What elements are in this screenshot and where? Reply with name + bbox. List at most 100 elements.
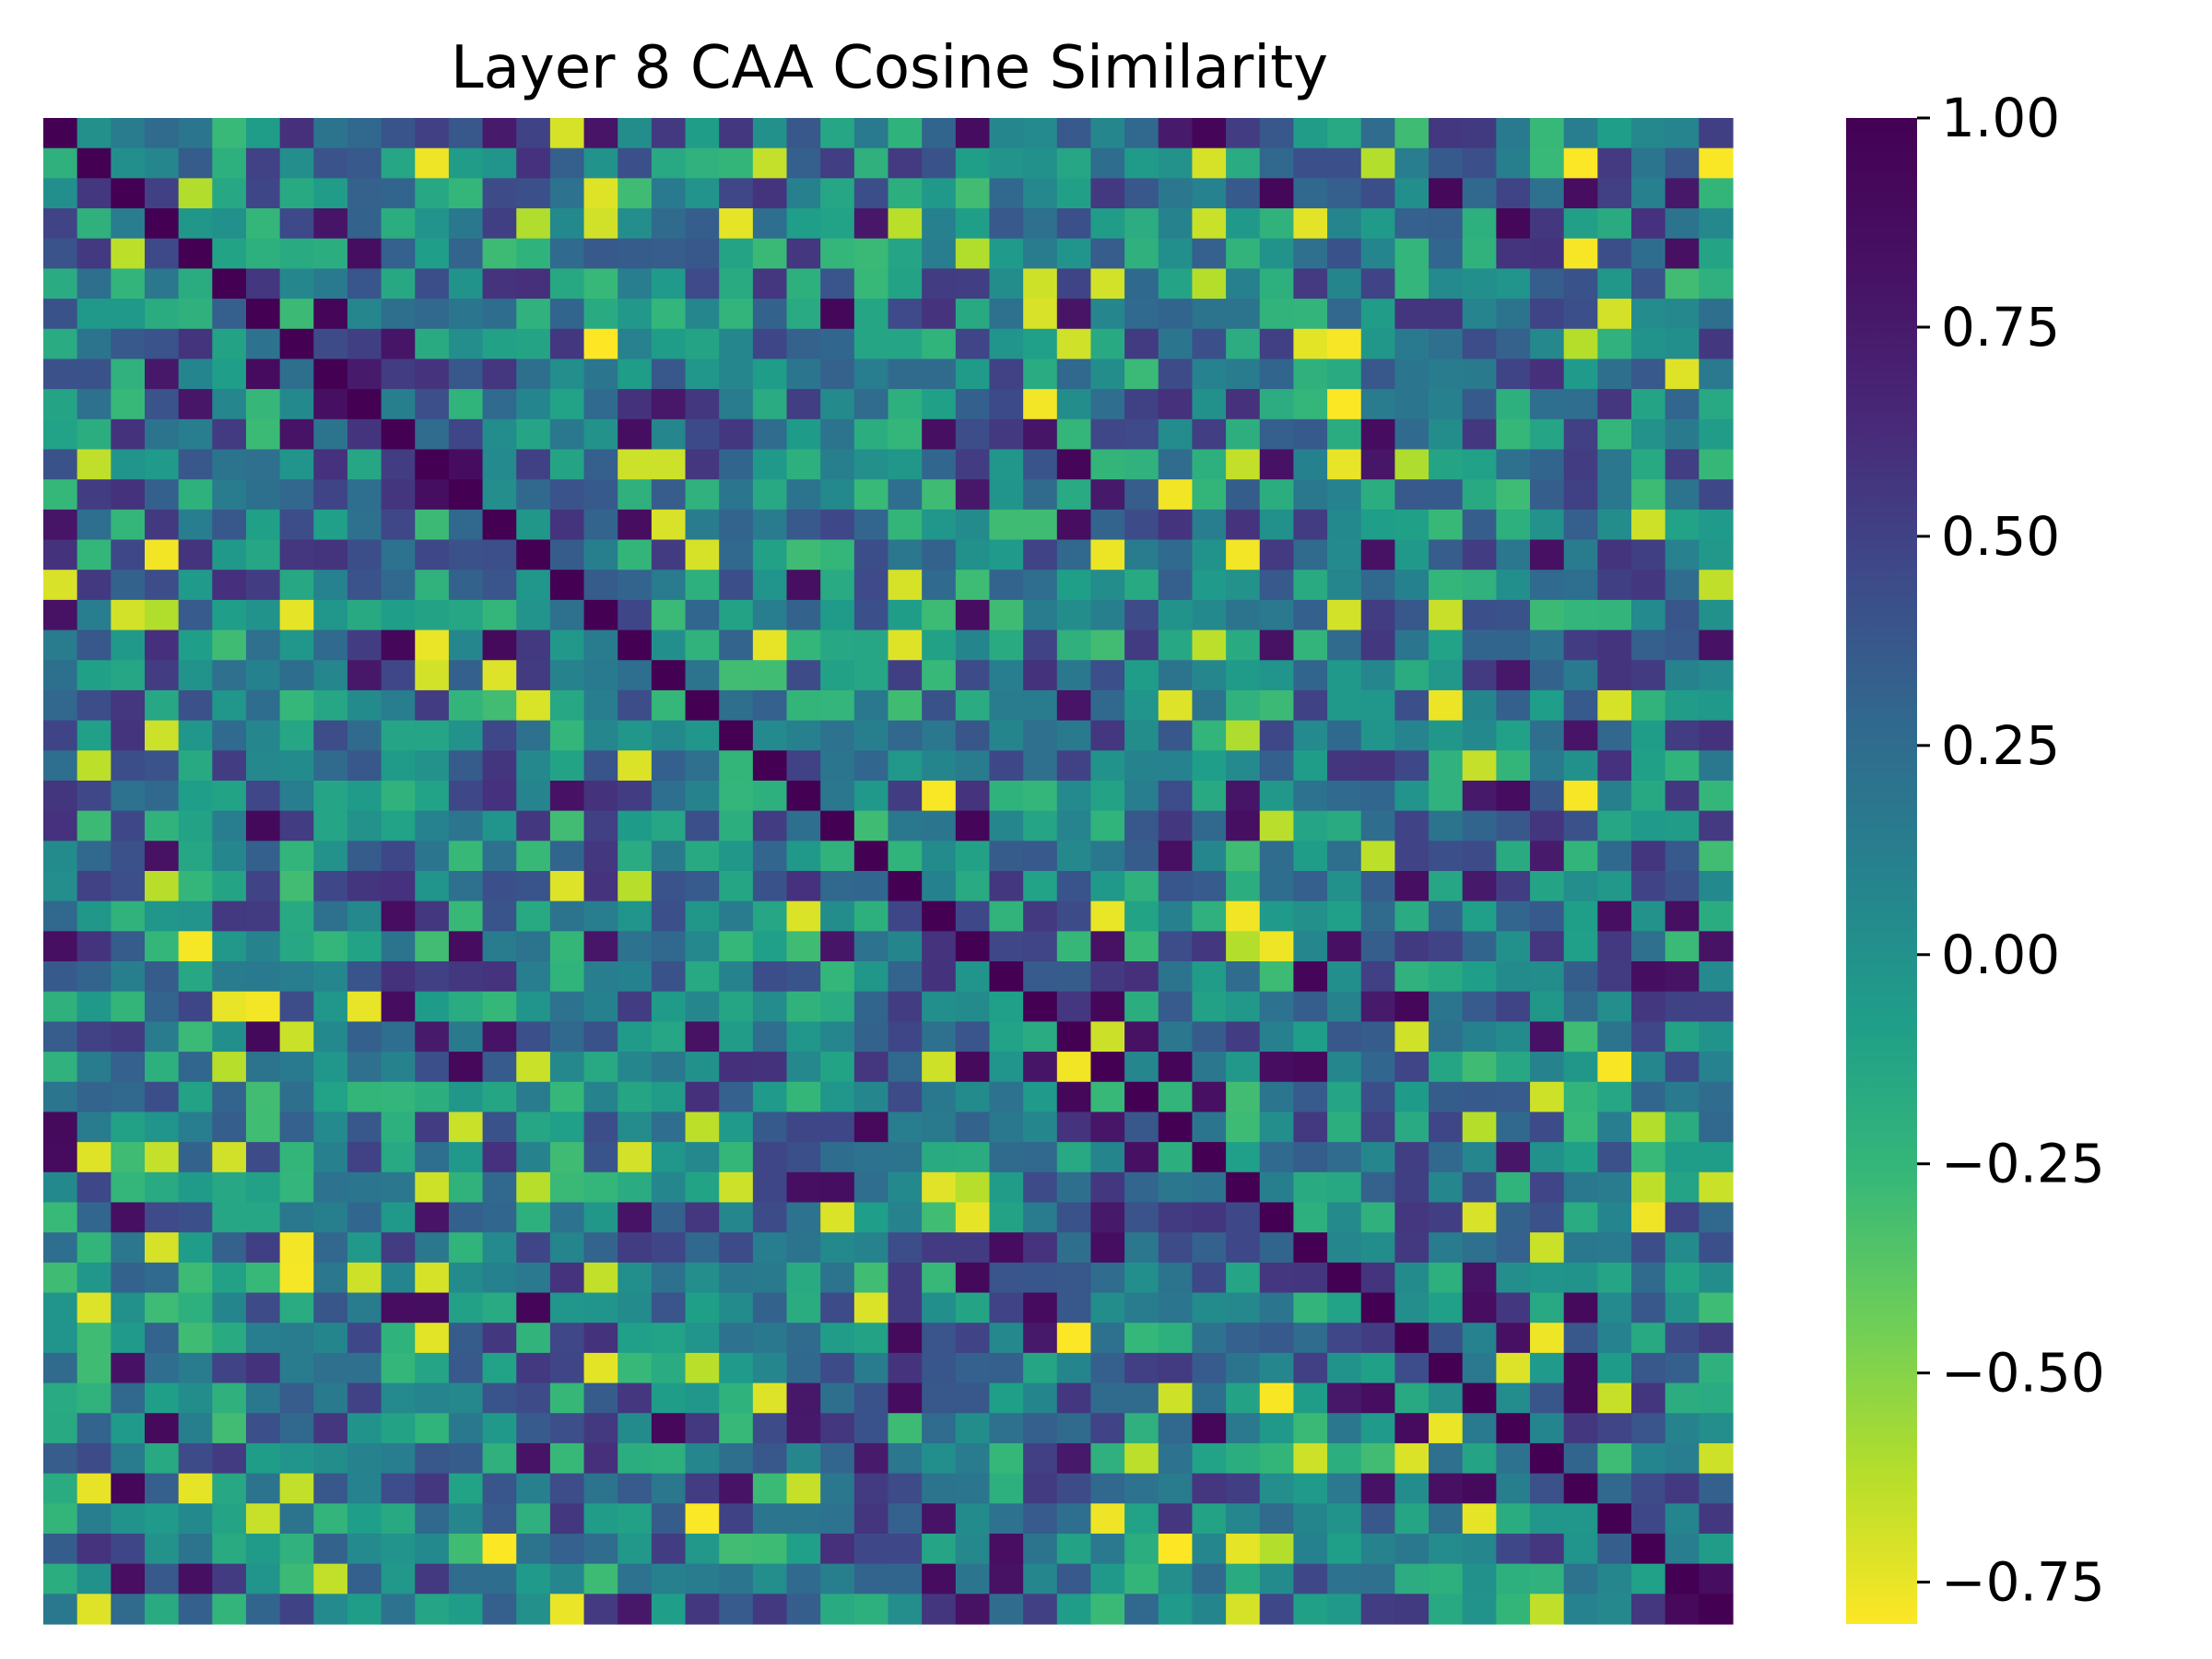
heatmap-cell xyxy=(549,689,585,722)
heatmap-cell xyxy=(1530,1292,1565,1324)
heatmap-cell xyxy=(1631,660,1666,691)
heatmap-cell xyxy=(888,841,923,872)
heatmap-cell xyxy=(618,1442,653,1475)
heatmap-cell xyxy=(482,841,517,872)
heatmap-cell xyxy=(1090,147,1125,179)
heatmap-cell xyxy=(1394,1021,1430,1053)
heatmap-cell xyxy=(989,750,1024,782)
heatmap-cell xyxy=(1327,1112,1362,1143)
heatmap-cell xyxy=(1090,238,1125,269)
heatmap-cell xyxy=(1699,871,1734,902)
heatmap-cell xyxy=(618,841,653,872)
heatmap-cell xyxy=(618,780,653,812)
heatmap-cell xyxy=(178,1021,213,1053)
heatmap-cell xyxy=(482,1171,517,1204)
heatmap-cell xyxy=(1462,689,1497,722)
heatmap-cell xyxy=(448,389,484,420)
heatmap-cell xyxy=(955,299,991,330)
heatmap-cell xyxy=(989,629,1024,661)
heatmap-cell xyxy=(1192,1052,1227,1083)
heatmap-cell xyxy=(1023,1262,1058,1294)
heatmap-cell xyxy=(516,570,551,601)
heatmap-cell xyxy=(820,1503,855,1535)
heatmap-cell xyxy=(888,810,923,841)
heatmap-cell xyxy=(76,1142,112,1173)
heatmap-cell xyxy=(1023,118,1058,149)
heatmap-cell xyxy=(1327,871,1362,902)
heatmap-cell xyxy=(245,1021,281,1053)
heatmap-cell xyxy=(1665,1142,1700,1173)
heatmap-cell xyxy=(1429,1563,1464,1594)
heatmap-cell xyxy=(888,961,923,993)
heatmap-cell xyxy=(178,1442,213,1475)
heatmap-cell xyxy=(583,418,618,451)
heatmap-cell xyxy=(482,689,517,722)
heatmap-cell xyxy=(583,509,618,541)
heatmap-cell xyxy=(111,1413,146,1444)
heatmap-cell xyxy=(752,1202,788,1233)
heatmap-cell xyxy=(685,1052,720,1083)
heatmap-cell xyxy=(144,1112,180,1143)
heatmap-cell xyxy=(178,871,213,902)
heatmap-cell xyxy=(76,689,112,722)
heatmap-cell xyxy=(1631,1081,1666,1113)
heatmap-cell xyxy=(1665,570,1700,601)
heatmap-cell xyxy=(482,900,517,932)
heatmap-cell xyxy=(583,1382,618,1414)
heatmap-cell xyxy=(76,118,112,149)
heatmap-cell xyxy=(1462,268,1497,300)
heatmap-cell xyxy=(989,1442,1024,1475)
heatmap-cell xyxy=(719,449,754,480)
heatmap-cell xyxy=(415,299,450,330)
heatmap-cell xyxy=(1394,1323,1430,1354)
heatmap-cell xyxy=(820,810,855,841)
heatmap-cell xyxy=(1530,1473,1565,1504)
heatmap-cell xyxy=(178,1081,213,1113)
heatmap-cell xyxy=(1124,359,1159,390)
heatmap-cell xyxy=(381,1052,416,1083)
heatmap-cell xyxy=(43,750,78,782)
heatmap-cell xyxy=(1597,900,1632,932)
heatmap-cell xyxy=(1226,539,1261,571)
heatmap-cell xyxy=(1158,1292,1194,1324)
heatmap-cell xyxy=(1226,1473,1261,1504)
heatmap-cell xyxy=(786,1262,821,1294)
heatmap-cell xyxy=(1597,780,1632,812)
heatmap-cell xyxy=(381,1352,416,1384)
heatmap-cell xyxy=(1429,629,1464,661)
heatmap-cell xyxy=(1192,479,1227,511)
heatmap-cell xyxy=(212,629,247,661)
heatmap-cell xyxy=(1259,509,1295,541)
heatmap-cell xyxy=(752,750,788,782)
heatmap-cell xyxy=(76,1352,112,1384)
heatmap-cell xyxy=(1462,1142,1497,1173)
heatmap-cell xyxy=(1429,689,1464,722)
heatmap-cell xyxy=(313,1052,348,1083)
heatmap-cell xyxy=(347,1262,382,1294)
heatmap-cell xyxy=(1056,509,1092,541)
heatmap-cell xyxy=(618,449,653,480)
heatmap-cell xyxy=(144,1081,180,1113)
heatmap-cell xyxy=(212,570,247,601)
heatmap-cell xyxy=(245,328,281,360)
heatmap-cell xyxy=(719,1594,754,1625)
heatmap-cell xyxy=(719,1382,754,1414)
heatmap-cell xyxy=(1429,599,1464,631)
heatmap-cell xyxy=(685,1021,720,1053)
heatmap-cell xyxy=(1462,1052,1497,1083)
heatmap-cell xyxy=(1665,1202,1700,1233)
heatmap-cell xyxy=(1429,1052,1464,1083)
heatmap-cell xyxy=(989,238,1024,269)
heatmap-cell xyxy=(212,509,247,541)
heatmap-cell xyxy=(1293,299,1328,330)
heatmap-cell xyxy=(1462,871,1497,902)
heatmap-cell xyxy=(415,328,450,360)
heatmap-cell xyxy=(111,449,146,480)
heatmap-cell xyxy=(583,1413,618,1444)
heatmap-cell xyxy=(1158,1382,1194,1414)
heatmap-cell xyxy=(583,389,618,420)
heatmap-cell xyxy=(1496,208,1531,240)
heatmap-cell xyxy=(1192,689,1227,722)
heatmap-cell xyxy=(415,1081,450,1113)
heatmap-cell xyxy=(245,629,281,661)
